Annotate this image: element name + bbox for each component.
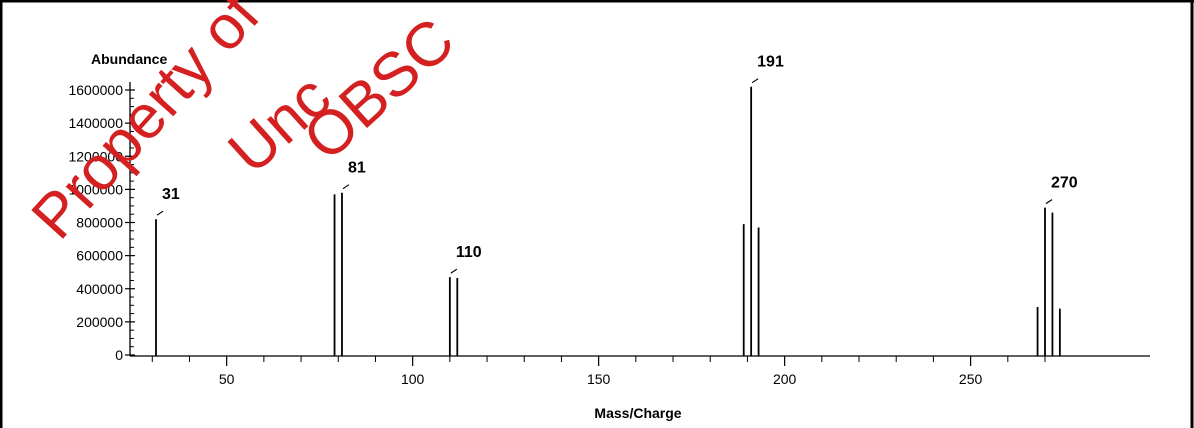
peak-label-leader (342, 184, 350, 190)
peak-label-leader (156, 210, 164, 216)
x-tick-label: 250 (959, 371, 983, 387)
peak-label-leader (1045, 199, 1053, 205)
x-tick-label: 100 (401, 371, 425, 387)
y-axis-title: Abundance (91, 51, 167, 67)
peak-label: 191 (757, 54, 784, 71)
peak-labels-group: 31 81 110 191 270 (156, 54, 1078, 274)
y-tick-label: 400000 (76, 281, 123, 297)
y-tick-label: 1400000 (68, 115, 123, 131)
y-tick-label: 1600000 (68, 82, 123, 98)
peak-label-leader (751, 78, 759, 84)
peak-label: 81 (348, 160, 366, 177)
peak-label: 31 (162, 186, 180, 203)
peak-label: 110 (456, 244, 482, 261)
x-axis-title: Mass/Charge (594, 405, 681, 421)
peak-label-leader (450, 268, 458, 274)
peak-label: 270 (1051, 175, 1078, 192)
y-tick-label: 1200000 (68, 148, 123, 164)
axes-group: 0 200000 400000 600000 800000 1000000 1200000 1… (68, 82, 1150, 387)
y-tick-label: 800000 (76, 215, 123, 231)
x-tick-label: 150 (587, 371, 611, 387)
y-tick-label: 1000000 (68, 181, 123, 197)
y-tick-label: 600000 (76, 248, 123, 264)
y-tick-label: 200000 (76, 314, 123, 330)
x-tick-label: 50 (219, 371, 235, 387)
x-tick-label: 200 (773, 371, 797, 387)
y-tick-label: 0 (115, 347, 123, 363)
peaks-group (155, 86, 1061, 356)
